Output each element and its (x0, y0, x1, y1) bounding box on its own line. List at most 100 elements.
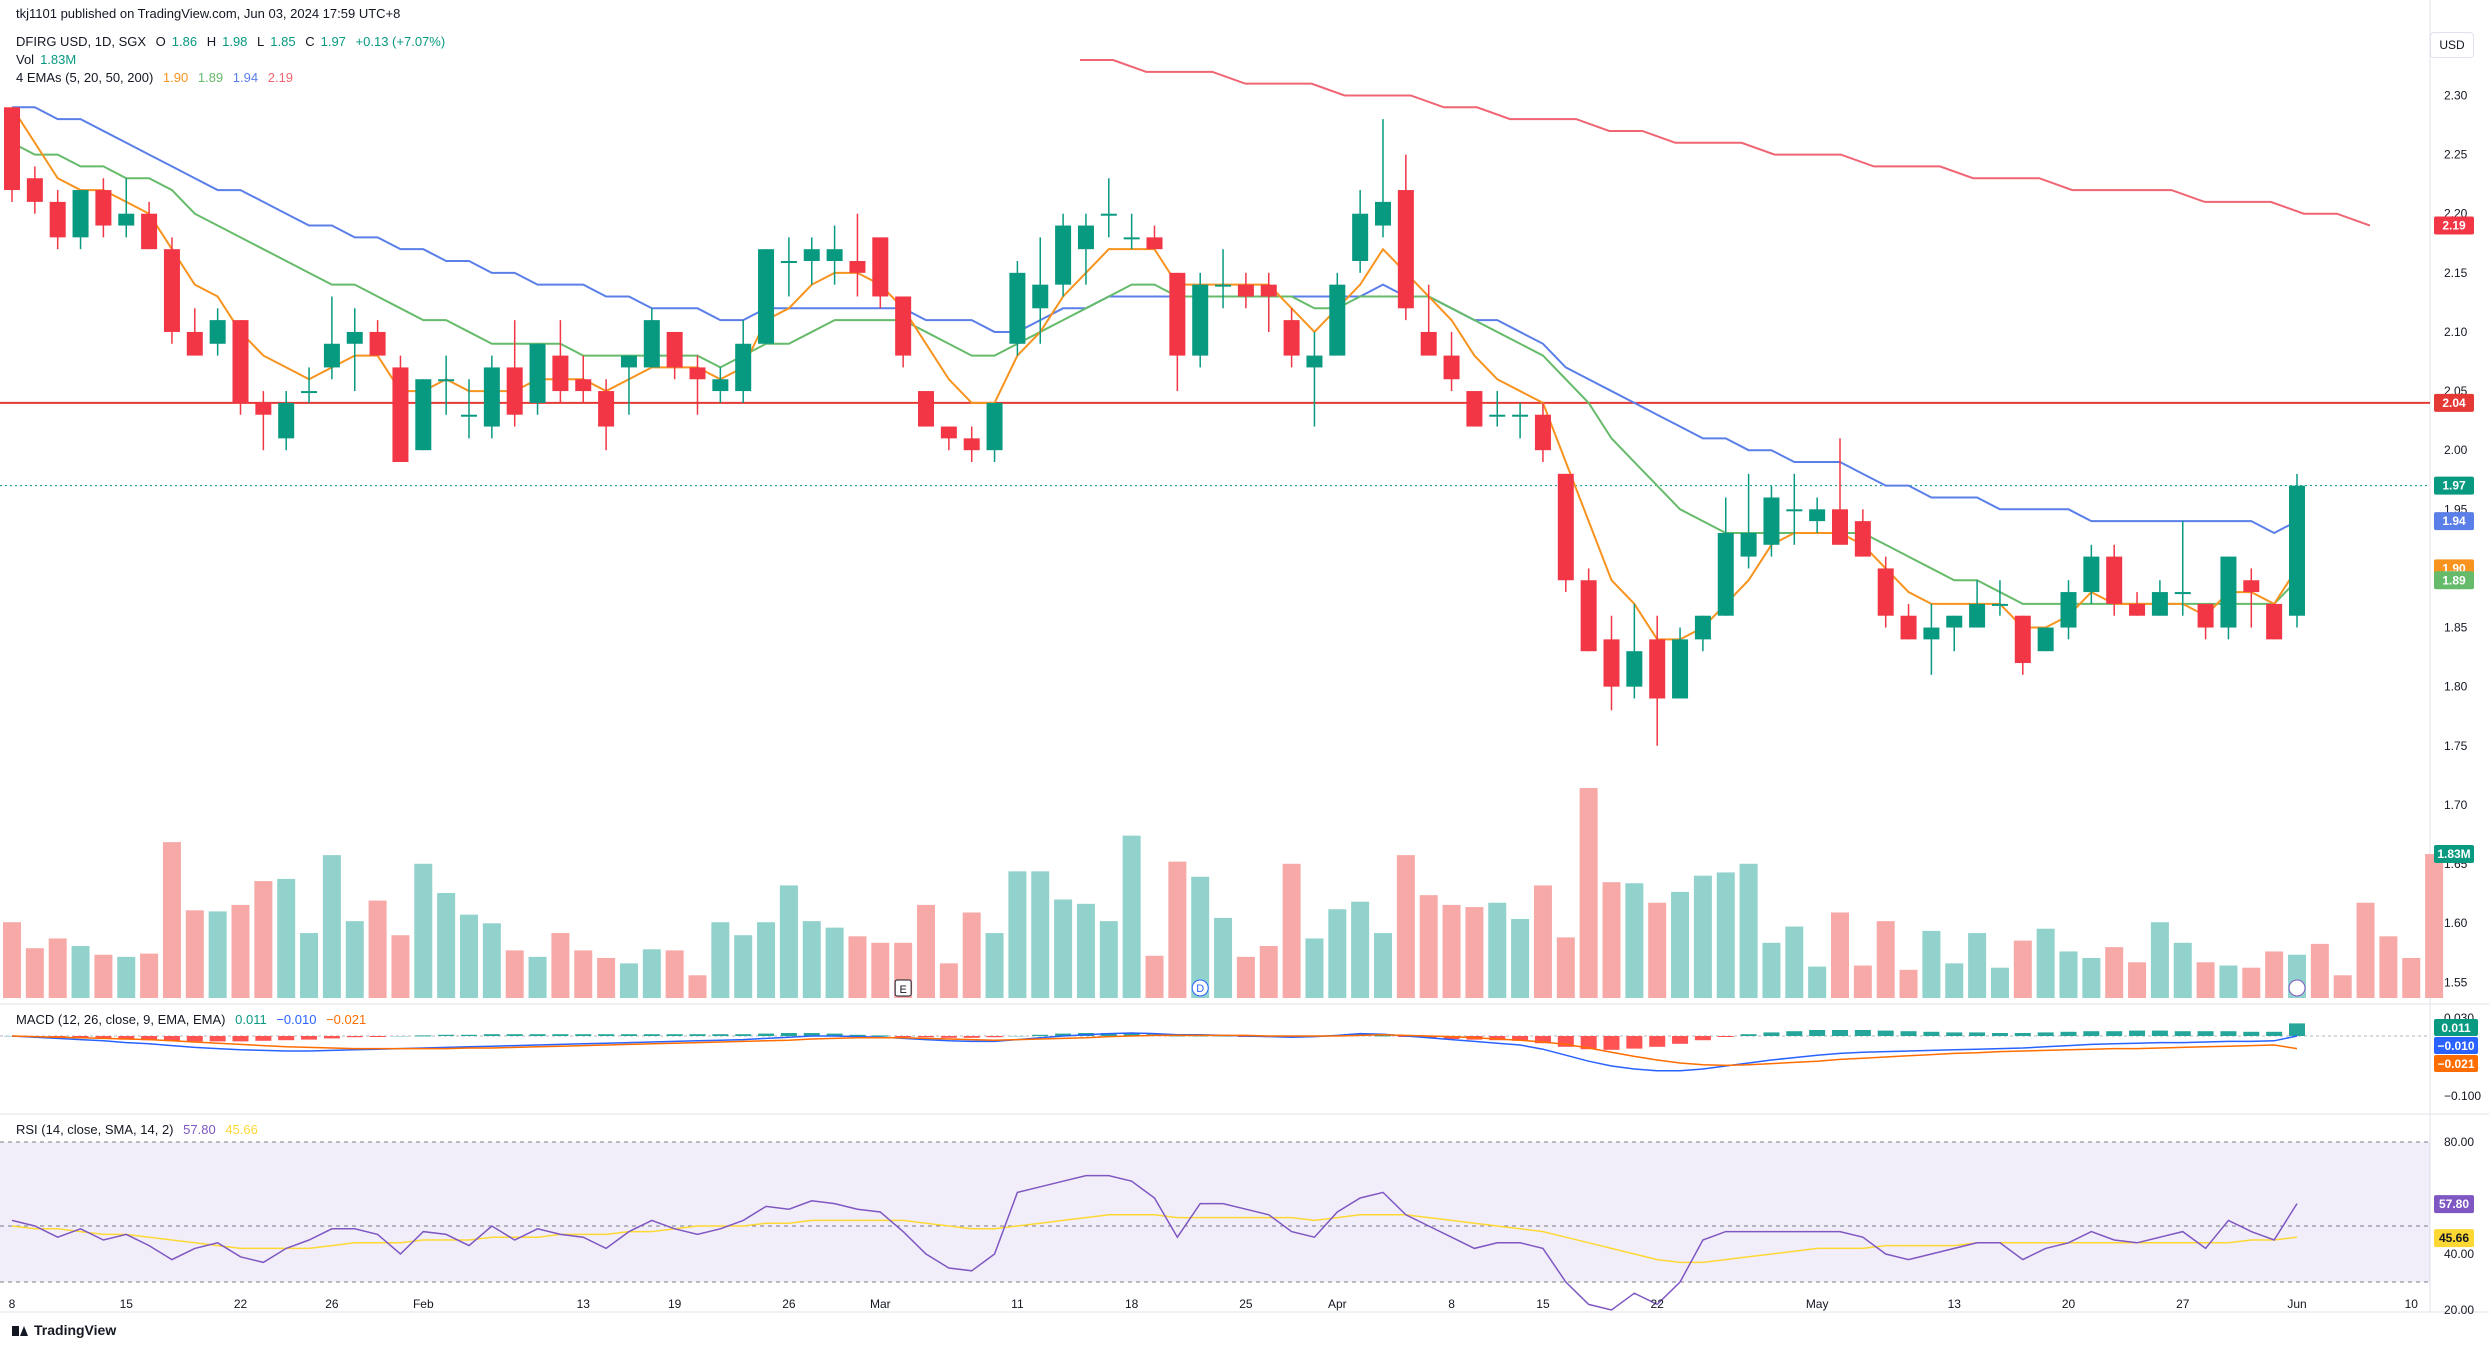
price-tick-label: 1.80 (2444, 680, 2468, 694)
candle (1557, 473, 1574, 581)
macd-histogram-bar (1946, 1032, 1963, 1036)
candle (1512, 414, 1529, 417)
volume-value: 1.83M (40, 52, 77, 67)
candle (1740, 532, 1757, 557)
volume-bar (551, 933, 570, 998)
date-tick-label: 11 (1011, 1297, 1024, 1311)
tradingview-brand[interactable]: TradingView (12, 1322, 116, 1338)
volume-bar (3, 922, 21, 998)
date-tick-label: 25 (1239, 1297, 1253, 1311)
tradingview-logo-icon (12, 1324, 28, 1336)
macd-histogram-bar (529, 1034, 546, 1036)
candle (1009, 272, 1026, 344)
volume-legend[interactable]: Vol 1.83M (16, 52, 82, 67)
volume-bar (94, 954, 113, 998)
volume-bar (300, 933, 319, 998)
macd-histogram-bar (1809, 1030, 1826, 1036)
candle (2289, 485, 2305, 616)
rsi-value-tag-label: 57.80 (2439, 1197, 2469, 1211)
rsi-legend[interactable]: RSI (14, close, SMA, 14, 2) 57.80 45.66 (16, 1122, 264, 1137)
candle (483, 367, 500, 427)
macd-histogram-bar (1832, 1030, 1848, 1036)
macd-histogram-bar (918, 1036, 934, 1038)
candle (415, 379, 432, 451)
macd-histogram-bar (1717, 1036, 1734, 1037)
volume-bar (1693, 875, 1712, 998)
candle (1375, 201, 1391, 226)
volume-bar (140, 953, 159, 998)
macd-histogram-bar (461, 1034, 477, 1036)
candle (803, 249, 820, 262)
date-tick-label: 20 (2062, 1297, 2076, 1311)
date-tick-label: 19 (668, 1297, 682, 1311)
volume-bar (391, 935, 410, 998)
macd-signal-value: −0.021 (326, 1012, 367, 1027)
volume-bar (1282, 863, 1301, 998)
ema50-line (12, 106, 2298, 535)
macd-histogram-bar (872, 1035, 889, 1037)
macd-histogram-bar (2289, 1023, 2305, 1036)
candle (1397, 190, 1414, 309)
symbol-name[interactable]: DFIRG USD, 1D, SGX (16, 34, 147, 49)
candle (1100, 213, 1117, 216)
macd-histogram-bar (963, 1036, 980, 1038)
macd-histogram-bar (2151, 1030, 2168, 1036)
macd-histogram-bar (1740, 1034, 1757, 1036)
macd-line (11, 1032, 2298, 1072)
volume-bar (1808, 966, 1827, 998)
volume-bar (665, 950, 684, 998)
candle (1466, 391, 1483, 427)
volume-bar (2059, 951, 2078, 998)
candle (872, 237, 889, 297)
macd-histogram-bar (1512, 1036, 1529, 1041)
volume-bar (460, 914, 478, 998)
volume-bar (1419, 895, 1438, 998)
volume-tag (2434, 845, 2474, 864)
candle (72, 190, 89, 238)
macd-histogram-bar (1672, 1036, 1689, 1044)
candle (1489, 414, 1506, 417)
macd-histogram-bar (1557, 1036, 1574, 1047)
symbol-legend[interactable]: DFIRG USD, 1D, SGX O 1.86 H 1.98 L 1.85 C 1.… (16, 34, 457, 49)
macd-histogram-bar (369, 1036, 386, 1037)
currency-button[interactable]: USD (2430, 32, 2474, 58)
volume-bar (368, 900, 387, 998)
volume-bar (642, 949, 661, 998)
candle (186, 331, 203, 356)
candle (1717, 532, 1734, 616)
date-tick-label: 10 (2405, 1297, 2419, 1311)
rsi-value: 57.80 (183, 1122, 216, 1137)
macd-histogram-bar (163, 1036, 180, 1041)
volume-bar (1145, 955, 1164, 998)
volume-bar (437, 893, 456, 998)
candle (2197, 603, 2214, 628)
rsi-value-tag (2434, 1195, 2474, 1214)
volume-bar (1716, 872, 1735, 998)
volume-bar (528, 956, 547, 998)
macd-histogram-bar (483, 1034, 500, 1036)
price-tag-label: 1.89 (2442, 573, 2466, 587)
date-tick-label: May (1806, 1297, 1829, 1311)
date-tick-label: Mar (870, 1297, 891, 1311)
volume-bar (871, 942, 890, 998)
macd-histogram-bar (506, 1034, 523, 1036)
date-tick-label: 26 (325, 1297, 339, 1311)
candle (118, 213, 135, 226)
volume-bar (1031, 871, 1050, 998)
candle (2151, 592, 2168, 616)
macd-histogram-bar (2083, 1031, 2100, 1036)
macd-legend[interactable]: MACD (12, 26, close, 9, EMA, EMA) 0.011 … (16, 1012, 372, 1027)
volume-bar (1625, 883, 1644, 998)
volume-bar (345, 921, 364, 998)
volume-bar (2333, 975, 2352, 998)
macd-histogram-bar (1055, 1033, 1072, 1036)
volume-bar (1305, 938, 1324, 998)
ohlc-values: O 1.86 H 1.98 L 1.85 C 1.97 +0.13 (+7.07%) (156, 34, 452, 49)
ema-legend[interactable]: 4 EMAs (5, 20, 50, 200) 1.90 1.89 1.94 2… (16, 70, 299, 85)
macd-histogram-bar (666, 1034, 683, 1036)
candle (963, 438, 980, 451)
rsi-line (11, 1174, 2298, 1311)
price-tag-label: 2.19 (2442, 219, 2466, 233)
macd-histogram-bar (255, 1036, 272, 1041)
